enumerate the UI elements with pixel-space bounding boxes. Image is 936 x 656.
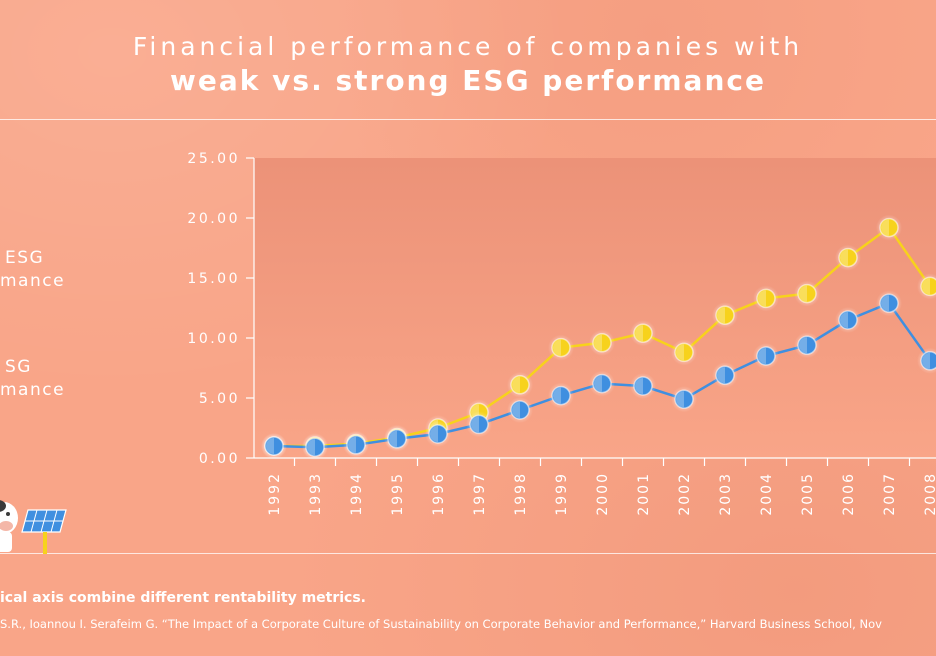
data-point — [633, 323, 653, 343]
y-tick-label: 25.00 — [187, 151, 240, 167]
data-point-highlight — [512, 402, 520, 418]
data-point-highlight — [553, 339, 561, 356]
footnote: ical axis combine different rentability … — [0, 590, 366, 606]
data-point-highlight — [471, 416, 479, 433]
data-point — [387, 429, 407, 449]
legend-weak-line1: SG — [5, 357, 32, 377]
data-point — [797, 335, 817, 355]
data-point — [346, 435, 366, 455]
legend-weak-line2: mance — [0, 380, 66, 400]
data-point-highlight — [389, 430, 397, 447]
legend-strong-esg: ESG mance — [0, 247, 65, 293]
data-point — [469, 414, 489, 435]
data-point — [756, 288, 776, 309]
bottom-divider — [0, 553, 936, 554]
x-tick-label: 2002 — [677, 472, 693, 516]
data-point — [879, 217, 899, 238]
series-weak-esg — [261, 290, 936, 461]
data-point — [428, 424, 448, 444]
x-tick-label: 2004 — [759, 472, 775, 516]
y-tick-label: 0.00 — [199, 451, 240, 467]
data-point-highlight — [922, 352, 930, 369]
data-point — [264, 436, 284, 456]
x-tick-label: 1997 — [472, 472, 488, 516]
data-point — [305, 437, 325, 457]
data-point — [633, 376, 653, 396]
data-point — [756, 346, 776, 366]
data-point — [551, 385, 571, 406]
x-tick-label: 2000 — [595, 472, 611, 516]
x-tick-label: 2005 — [800, 472, 816, 516]
data-point-highlight — [512, 376, 520, 393]
data-point — [920, 351, 936, 371]
x-tick-label: 2001 — [636, 472, 652, 516]
data-point-highlight — [799, 285, 807, 302]
data-point-highlight — [266, 438, 274, 454]
source-citation: S.R., Ioannou I. Serafeim G. “The Impact… — [0, 617, 882, 631]
data-point-highlight — [840, 249, 848, 266]
x-tick-label: 1996 — [431, 472, 447, 516]
x-tick-label: 2006 — [841, 472, 857, 516]
data-point-highlight — [594, 334, 602, 351]
solar-panel-icon — [21, 509, 67, 554]
data-point — [879, 293, 899, 313]
data-point — [592, 373, 612, 394]
chart-title-line2: weak vs. strong ESG performance — [170, 64, 766, 97]
data-point — [592, 333, 612, 353]
x-tick-label: 1994 — [349, 472, 365, 516]
data-point-highlight — [881, 219, 889, 236]
data-point-highlight — [717, 307, 725, 324]
y-tick-label: 20.00 — [187, 211, 240, 227]
data-point-highlight — [799, 337, 807, 354]
data-point-highlight — [922, 278, 930, 295]
x-tick-label: 2007 — [882, 472, 898, 516]
data-point-highlight — [840, 312, 848, 328]
y-tick-label: 15.00 — [187, 271, 240, 287]
data-point-highlight — [676, 344, 684, 361]
data-point-highlight — [635, 325, 643, 342]
data-point — [797, 283, 817, 304]
data-point-highlight — [676, 391, 684, 408]
data-point-highlight — [881, 295, 889, 312]
data-point — [920, 276, 936, 297]
data-point-highlight — [758, 290, 766, 307]
data-point-highlight — [594, 375, 602, 392]
data-point — [551, 337, 571, 358]
cow-icon — [0, 500, 67, 554]
data-point-highlight — [635, 378, 643, 394]
data-point-highlight — [348, 436, 356, 453]
y-tick-label: 5.00 — [199, 391, 240, 407]
data-point — [838, 247, 858, 268]
data-point-highlight — [717, 367, 725, 384]
data-point — [838, 310, 858, 330]
y-tick-label: 10.00 — [187, 331, 240, 347]
data-point — [510, 375, 530, 395]
data-point — [674, 389, 694, 409]
chart-title-line1: Financial performance of companies with — [132, 32, 804, 61]
data-point — [510, 400, 530, 420]
x-tick-label: 2003 — [718, 472, 734, 516]
data-point-highlight — [430, 426, 438, 442]
data-point-highlight — [307, 439, 315, 456]
x-tick-label: 1992 — [267, 472, 283, 516]
x-tick-label: 2008 — [923, 472, 936, 516]
x-tick-label: 1998 — [513, 472, 529, 516]
legend-strong-line1: ESG — [5, 248, 45, 268]
legend-strong-line2: mance — [0, 271, 66, 291]
legend-weak-esg: SG mance — [0, 356, 65, 402]
x-tick-label: 1999 — [554, 472, 570, 516]
data-point-highlight — [553, 387, 561, 404]
plot-area — [254, 158, 936, 458]
data-point — [715, 305, 735, 325]
x-tick-label: 1993 — [308, 472, 324, 516]
data-point-highlight — [758, 348, 766, 364]
data-point — [715, 365, 735, 385]
x-tick-label: 1995 — [390, 472, 406, 516]
top-divider — [0, 119, 936, 120]
data-point — [674, 342, 694, 363]
